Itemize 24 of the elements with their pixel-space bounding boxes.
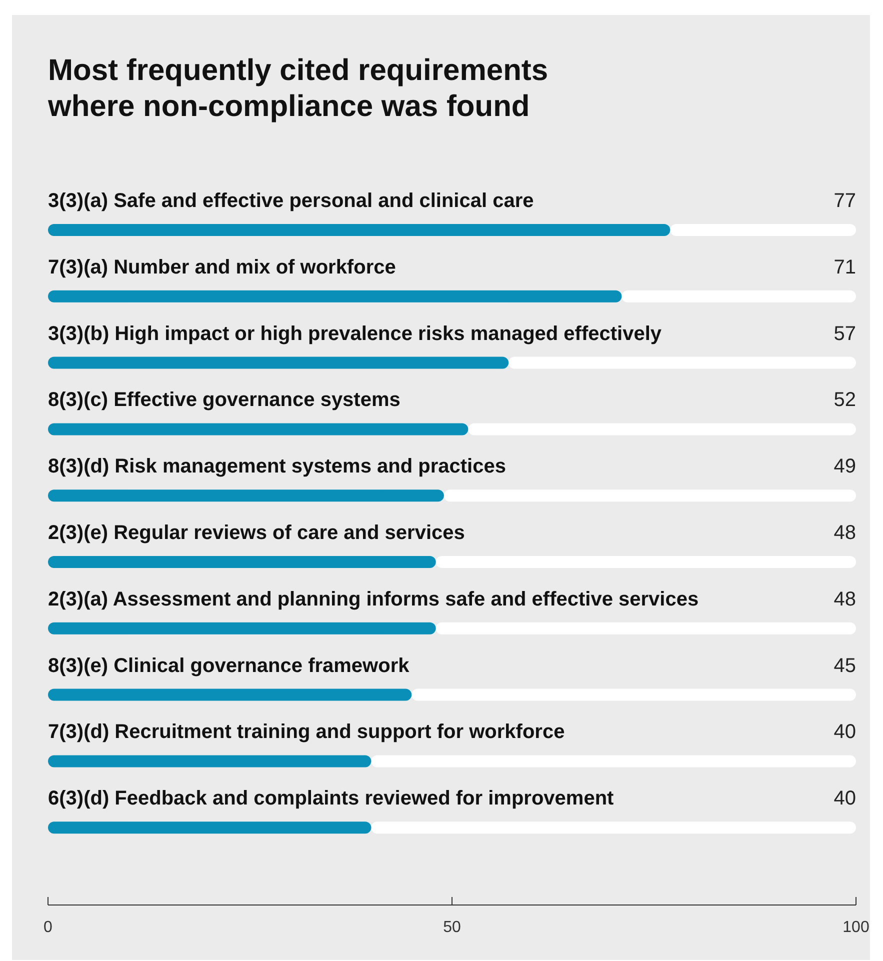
y-tick-label: 8(3)(c) Effective governance systems (48, 389, 400, 412)
y-tick-label: 8(3)(d) Risk management systems and practices (48, 456, 506, 478)
y-tick-label: 8(3)(e) Clinical governance framework (48, 654, 410, 677)
data-label: 77 (834, 190, 856, 212)
y-tick-label: 7(3)(d) Recruitment training and support for workforce (48, 721, 565, 744)
y-tick-label: 3(3)(b) High impact or high prevalence risks managed effectively (48, 322, 662, 345)
data-label: 48 (834, 522, 856, 544)
x-tick-label: 0 (44, 919, 53, 936)
y-tick-label: 2(3)(a) Assessment and planning informs safe and effective services (48, 588, 699, 610)
y-tick-label: 3(3)(a) Safe and effective personal and clinical care (48, 190, 534, 212)
chart-title: Most frequently cited requirements where non-compliance was found (47, 54, 548, 123)
data-label: 40 (834, 788, 856, 810)
y-tick-label: 2(3)(e) Regular reviews of care and services (48, 522, 465, 544)
data-label: 71 (834, 256, 856, 278)
y-tick-label: 6(3)(d) Feedback and complaints reviewed for improvement (48, 788, 614, 810)
x-tick-label: 50 (443, 919, 461, 936)
data-label: 48 (834, 588, 856, 610)
x-tick-label: 100 (842, 919, 870, 936)
data-label: 45 (834, 654, 856, 677)
data-label: 57 (834, 322, 856, 345)
data-label: 52 (834, 389, 856, 412)
data-label: 49 (834, 456, 856, 478)
data-label: 40 (834, 721, 856, 744)
y-tick-label: 7(3)(a) Number and mix of workforce (48, 256, 396, 278)
